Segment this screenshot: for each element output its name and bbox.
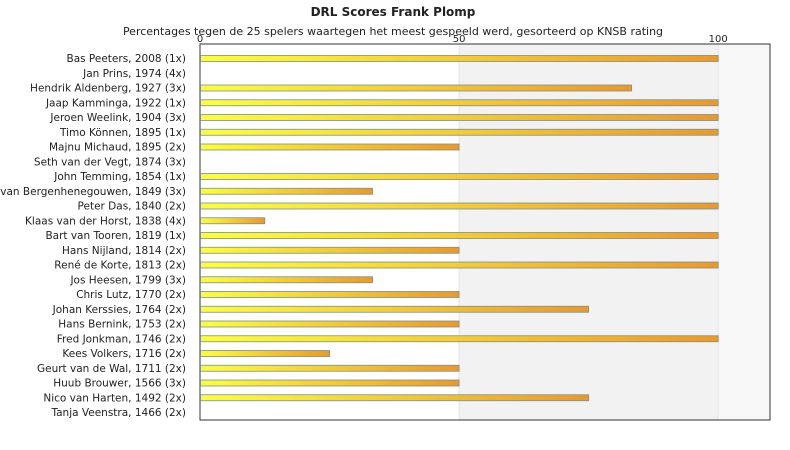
x-tick-label: 100 — [709, 34, 728, 45]
category-label: Jaap Kamminga, 1922 (1x) — [45, 97, 186, 109]
category-label: René de Korte, 1813 (2x) — [54, 260, 186, 272]
bar — [200, 187, 373, 195]
category-label: Bart van Tooren, 1819 (1x) — [45, 230, 186, 242]
bar — [200, 305, 590, 313]
bar — [200, 99, 719, 107]
grid-band — [200, 44, 460, 420]
category-label: Chris Lutz, 1770 (2x) — [76, 289, 186, 301]
grid-band — [718, 44, 770, 420]
bar — [200, 291, 460, 298]
category-label: Seth van der Vegt, 1874 (3x) — [34, 156, 186, 168]
bar — [200, 379, 460, 387]
category-label: Majnu Michaud, 1895 (2x) — [49, 142, 186, 154]
category-label: Tanja Veenstra, 1466 (2x) — [50, 407, 186, 419]
bar — [200, 246, 460, 254]
category-label: Huub Brouwer, 1566 (3x) — [53, 378, 186, 390]
x-tick-label: 50 — [453, 34, 466, 45]
bar — [200, 232, 719, 239]
category-label: Jos Heesen, 1799 (3x) — [69, 274, 186, 286]
category-label: Hans Bernink, 1753 (2x) — [58, 319, 186, 331]
category-label: Geurt van de Wal, 1711 (2x) — [37, 363, 186, 375]
bar — [200, 217, 266, 225]
bar — [200, 55, 719, 62]
x-tick-label: 0 — [197, 34, 203, 45]
category-label: John Temming, 1854 (1x) — [53, 171, 186, 183]
category-label: Timo Können, 1895 (1x) — [59, 127, 186, 139]
bar — [200, 114, 719, 121]
bar — [200, 261, 719, 269]
category-label: Hans Nijland, 1814 (2x) — [62, 245, 186, 257]
plot-border — [199, 43, 771, 421]
category-label: Jan Prins, 1974 (4x) — [82, 68, 186, 80]
bar — [200, 143, 460, 151]
bar — [200, 335, 719, 343]
bar — [200, 173, 719, 180]
bar — [200, 364, 460, 372]
bar — [200, 350, 330, 357]
plot-area: 0 50 100 Bas Peeters, 2008 (1x) Jan Prins, 1… — [0, 34, 771, 421]
chart-subtitle: Percentages tegen de 25 spelers waartege… — [123, 25, 663, 38]
category-label: Peter Das, 1840 (2x) — [78, 201, 186, 213]
category-label: Fred Jonkman, 1746 (2x) — [57, 333, 186, 345]
bar — [200, 276, 373, 284]
category-label: Hendrik Aldenberg, 1927 (3x) — [30, 83, 186, 95]
category-label: Wim van Bergenhenegouwen, 1849 (3x) — [0, 186, 186, 198]
category-label: Johan Kerssies, 1764 (2x) — [52, 304, 186, 316]
category-label: Nico van Harten, 1492 (2x) — [43, 392, 186, 404]
category-label: Jeroen Weelink, 1904 (3x) — [49, 112, 186, 124]
bar — [200, 320, 460, 328]
bar — [200, 128, 719, 136]
bar — [200, 84, 633, 92]
grid-band — [459, 44, 719, 420]
bar — [200, 394, 590, 402]
chart-title: DRL Scores Frank Plomp — [311, 5, 476, 19]
bar — [200, 202, 719, 210]
category-label: Kees Volkers, 1716 (2x) — [62, 348, 186, 360]
category-label: Bas Peeters, 2008 (1x) — [66, 53, 186, 65]
category-label: Klaas van der Horst, 1838 (4x) — [25, 215, 186, 227]
